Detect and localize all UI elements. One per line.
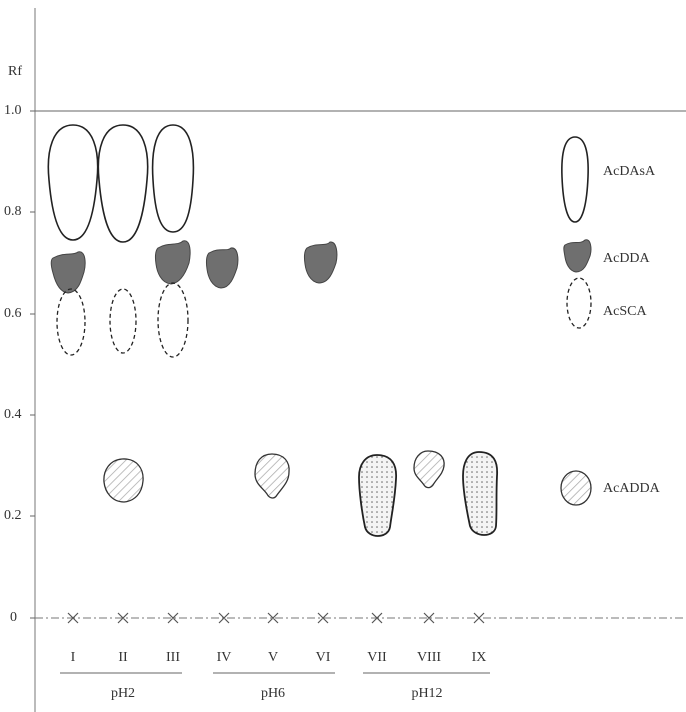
- chromatogram: Rf 1.0 0.8 0.6 0.4 0.2 0 I II III IV V V…: [0, 0, 686, 712]
- legend-label: AcDDA: [603, 251, 651, 266]
- tick-label: 0: [10, 610, 17, 625]
- legend: AcDAsA AcDDA AcSCA AcADDA: [561, 137, 661, 505]
- tick-label: 0.4: [4, 407, 22, 422]
- tick-marks: [30, 111, 35, 618]
- lane-label: V: [268, 650, 278, 665]
- lane-label: VIII: [417, 650, 441, 665]
- legend-label: AcADDA: [603, 481, 661, 496]
- legend-label: AcDAsA: [603, 164, 656, 179]
- axis-label: Rf: [8, 64, 22, 79]
- acsca-spots: [57, 283, 188, 357]
- tick-label: 0.6: [4, 306, 22, 321]
- tick-label: 0.8: [4, 204, 22, 219]
- acadda-spots: [104, 451, 497, 536]
- group-label: pH12: [411, 686, 442, 701]
- lane-label: III: [166, 650, 180, 665]
- lane-label: VI: [316, 650, 331, 665]
- group-label: pH2: [111, 686, 135, 701]
- lane-label: I: [71, 650, 76, 665]
- lane-label: II: [118, 650, 128, 665]
- acdasa-spots: [48, 125, 193, 242]
- lane-label: IX: [472, 650, 487, 665]
- group-label: pH6: [261, 686, 285, 701]
- tick-label: 1.0: [4, 103, 22, 118]
- tick-label: 0.2: [4, 508, 22, 523]
- lane-label: IV: [217, 650, 232, 665]
- legend-label: AcSCA: [603, 304, 647, 319]
- acdda-spots: [51, 241, 337, 293]
- lane-label: VII: [367, 650, 387, 665]
